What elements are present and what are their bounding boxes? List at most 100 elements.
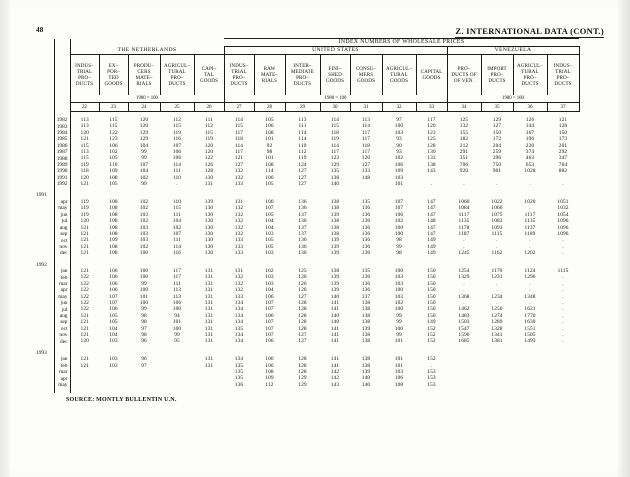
data-cell: 1084 bbox=[458, 205, 470, 212]
data-cell: 136 bbox=[298, 250, 307, 257]
data-cell: 122 bbox=[204, 155, 214, 162]
data-cell: 103 bbox=[265, 250, 274, 257]
data-cell: 131 bbox=[204, 306, 214, 313]
scan-edge-left bbox=[0, 0, 10, 477]
data-cell: 114 bbox=[234, 117, 244, 123]
data-cell: 137 bbox=[298, 230, 307, 237]
data-cell: . bbox=[529, 237, 531, 244]
spacer-cell bbox=[285, 388, 320, 393]
data-cell: 105 bbox=[109, 312, 118, 319]
data-cell: 1096 bbox=[557, 224, 569, 231]
table-row: 1987 113 102 99 106 120 117 98 112 117 117 93 130 291… bbox=[36, 149, 579, 156]
data-cell: 150 bbox=[427, 312, 436, 319]
data-cell: . bbox=[463, 237, 465, 244]
data-cell: 140 bbox=[361, 375, 371, 382]
row-period-label: 1988 bbox=[54, 155, 71, 162]
spacer-stub bbox=[36, 388, 55, 394]
data-cell: 96 bbox=[141, 338, 147, 345]
data-cell: 115 bbox=[109, 123, 118, 130]
spacer-stub bbox=[36, 187, 55, 193]
column-header-line: CONSU– bbox=[355, 65, 377, 72]
data-cell: 882 bbox=[558, 168, 568, 175]
column-header-30: FINI– SHED GOODS bbox=[320, 54, 351, 95]
data-cell: 1032 bbox=[557, 205, 569, 212]
column-number-26: 26 bbox=[194, 102, 225, 112]
table-row: jul 120 108 102 104 130 132 104 136 138 136 102 148 1… bbox=[36, 218, 579, 225]
column-header-line: OF VEN. bbox=[453, 78, 475, 85]
table-row: may 119 108 102 115 130 132 107 136 138 136 107 147 1… bbox=[36, 205, 579, 212]
data-cell: . bbox=[430, 362, 433, 369]
data-cell: 100 bbox=[394, 287, 404, 294]
data-cell: 103 bbox=[139, 211, 149, 218]
data-cell: 132 bbox=[459, 123, 469, 130]
data-cell: 136 bbox=[298, 243, 307, 250]
data-cell: 115 bbox=[204, 129, 214, 136]
data-cell: 150 bbox=[427, 293, 436, 300]
block-year-label: 1991 bbox=[36, 192, 55, 199]
header-number-row: 22 23 24 25 26 27 28 29 30 31 32 33 34 35 36 37 bbox=[36, 102, 580, 112]
table-row: 1988 115 105 99 106 122 121 101 119 123 120 102 133 3… bbox=[36, 155, 579, 162]
data-cell: 108 bbox=[109, 230, 118, 237]
data-cell: 98 bbox=[396, 237, 402, 244]
data-cell: 136 bbox=[361, 205, 371, 212]
data-cell: 150 bbox=[427, 267, 436, 274]
data-cell: 127 bbox=[492, 123, 502, 130]
data-cell: 126 bbox=[298, 280, 307, 287]
data-cell: 144 bbox=[525, 123, 535, 130]
data-cell: 150 bbox=[427, 280, 436, 287]
table-row: mar 135 108 128 142 139 103 153 bbox=[36, 369, 579, 376]
row-period-label: apr bbox=[54, 287, 71, 294]
data-cell: 102 bbox=[172, 224, 182, 231]
data-cell: 106 bbox=[172, 299, 182, 306]
data-cell: 130 bbox=[204, 211, 214, 218]
data-cell: 136 bbox=[298, 205, 307, 212]
data-cell: 133 bbox=[234, 293, 244, 300]
data-cell: 132 bbox=[234, 230, 244, 237]
data-cell: 122 bbox=[80, 299, 89, 306]
stub-spacer-d2 bbox=[54, 95, 71, 103]
column-header-line: PRO– bbox=[490, 71, 504, 78]
data-cell: 126 bbox=[525, 117, 535, 123]
data-cell: 135 bbox=[361, 198, 371, 205]
data-cell: 139 bbox=[204, 198, 214, 205]
data-cell: 131 bbox=[204, 356, 214, 363]
data-cell: 108 bbox=[109, 174, 118, 181]
data-cell: 106 bbox=[265, 312, 274, 319]
row-period-label: 1989 bbox=[54, 161, 71, 169]
data-cell: 134 bbox=[234, 332, 244, 338]
data-cell: 129 bbox=[330, 161, 340, 168]
data-cell: 107 bbox=[394, 198, 404, 205]
data-cell: 130 bbox=[204, 205, 214, 212]
data-cell: 105 bbox=[265, 117, 274, 123]
data-cell: 122 bbox=[80, 306, 89, 313]
data-cell: 123 bbox=[330, 155, 340, 162]
data-cell: 148 bbox=[427, 218, 436, 225]
data-cell: 117 bbox=[361, 149, 371, 156]
data-cell: 133 bbox=[234, 181, 244, 188]
data-cell: 110 bbox=[109, 161, 118, 168]
data-cell: 1022 bbox=[491, 198, 503, 205]
data-cell: . bbox=[562, 293, 564, 300]
data-cell: 138 bbox=[361, 338, 371, 345]
data-cell: 112 bbox=[265, 381, 274, 388]
data-cell: 136 bbox=[361, 218, 371, 225]
data-cell: 96 bbox=[141, 356, 147, 363]
stub-spacer-b bbox=[36, 46, 55, 55]
column-number-34: 34 bbox=[447, 102, 482, 112]
data-cell: 121 bbox=[234, 155, 244, 162]
data-cell: 121 bbox=[80, 181, 89, 188]
data-cell: 374 bbox=[525, 149, 535, 156]
header-columns-row: INDUS– TRIAL PRO– DUCTS EX– POR– TED GOODS PRODU… bbox=[36, 54, 580, 95]
data-cell: 133 bbox=[234, 243, 244, 250]
data-cell: 101 bbox=[139, 293, 149, 300]
data-cell: 104 bbox=[109, 325, 118, 332]
spacer-cell bbox=[382, 388, 416, 393]
data-cell: 106 bbox=[109, 267, 118, 274]
data-cell: 123 bbox=[427, 129, 436, 136]
data-cell: 128 bbox=[298, 362, 307, 369]
base-note-netherlands: 1980 = 100 bbox=[69, 95, 225, 103]
row-label bbox=[36, 299, 55, 307]
data-cell: 141 bbox=[330, 299, 340, 306]
data-cell: 1135 bbox=[458, 218, 470, 225]
data-cell: 100 bbox=[172, 325, 182, 332]
